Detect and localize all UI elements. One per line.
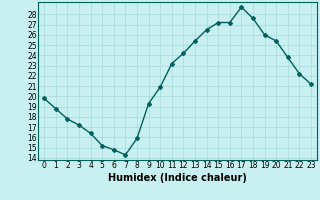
X-axis label: Humidex (Indice chaleur): Humidex (Indice chaleur) — [108, 173, 247, 183]
